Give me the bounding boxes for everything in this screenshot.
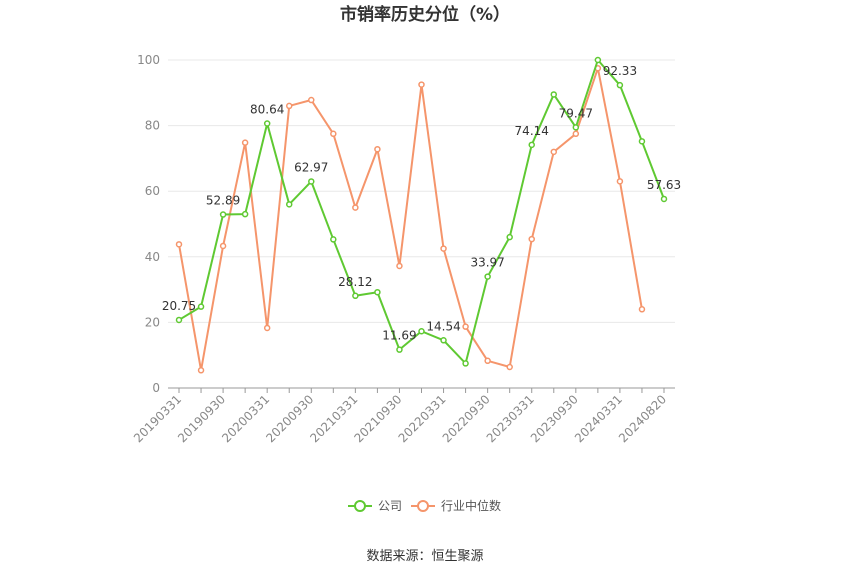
data-point — [506, 363, 513, 371]
data-point — [175, 241, 183, 248]
y-tick-label: 60 — [145, 184, 160, 198]
data-label: 33.97 — [470, 256, 504, 270]
data-point — [638, 138, 646, 145]
y-tick-label: 40 — [145, 250, 160, 264]
data-label: 14.54 — [426, 319, 460, 333]
data-point — [263, 120, 271, 127]
legend: 公司 行业中位数 — [348, 498, 501, 513]
data-point — [330, 130, 337, 138]
data-label: 62.97 — [294, 160, 328, 174]
data-point — [352, 292, 359, 300]
data-point — [462, 323, 469, 330]
y-tick-label: 0 — [152, 381, 160, 395]
data-point — [308, 178, 315, 185]
data-point — [330, 236, 337, 243]
data-point — [285, 102, 293, 110]
data-point — [484, 357, 491, 365]
legend-marker-1 — [417, 500, 429, 512]
data-label: 74.14 — [515, 124, 549, 138]
data-point — [594, 56, 602, 64]
data-point — [197, 367, 205, 374]
data-point — [352, 204, 359, 211]
data-point — [506, 233, 513, 241]
axes: 0204060801002019033120190930202003312020… — [131, 53, 675, 445]
data-point — [528, 141, 535, 149]
data-point — [396, 346, 403, 353]
data-point — [241, 139, 249, 146]
legend-label-0: 公司 — [378, 499, 402, 513]
x-tick-label: 20240820 — [616, 392, 669, 445]
data-point — [616, 178, 624, 185]
data-label: 80.64 — [250, 103, 284, 117]
data-labels: 20.75 52.89 80.64 62.97 28.12 11.69 14.54 33.97… — [162, 64, 681, 342]
y-tick-label: 80 — [145, 119, 160, 133]
chart-title: 市销率历史分位（%） — [340, 4, 510, 25]
data-point — [418, 328, 425, 335]
source-text: 数据来源：恒生聚源 — [366, 549, 483, 564]
legend-label-1: 行业中位数 — [441, 498, 501, 513]
data-label: 11.69 — [382, 329, 416, 343]
y-tick-label: 100 — [137, 53, 160, 67]
data-point — [572, 130, 580, 138]
data-point — [374, 145, 381, 153]
data-point — [550, 91, 558, 98]
data-point — [263, 324, 271, 332]
data-point — [572, 124, 580, 131]
data-point — [219, 242, 227, 250]
data-label: 20.75 — [162, 299, 196, 313]
data-label: 92.33 — [603, 64, 637, 78]
y-tick-label: 20 — [145, 315, 160, 329]
data-point — [638, 306, 646, 313]
data-point — [374, 288, 381, 296]
series-line-1 — [178, 67, 643, 372]
data-label: 79.47 — [559, 106, 593, 120]
data-point — [440, 337, 447, 344]
data-point — [484, 273, 491, 280]
data-point — [241, 210, 249, 218]
data-point — [550, 148, 558, 156]
data-point — [440, 245, 447, 252]
data-point — [219, 211, 227, 218]
data-point — [660, 195, 668, 203]
legend-marker-0 — [354, 500, 366, 512]
data-point — [462, 360, 469, 367]
data-point — [396, 262, 403, 270]
series-group — [175, 56, 668, 374]
data-point — [285, 201, 293, 208]
data-point — [175, 316, 183, 324]
data-point — [308, 96, 315, 104]
data-point — [528, 235, 535, 243]
data-label: 57.63 — [647, 178, 681, 192]
data-point — [197, 303, 205, 310]
data-label: 28.12 — [338, 275, 372, 289]
grid — [168, 59, 675, 323]
data-point — [418, 81, 425, 88]
data-point — [616, 81, 624, 89]
data-label: 52.89 — [206, 194, 240, 208]
